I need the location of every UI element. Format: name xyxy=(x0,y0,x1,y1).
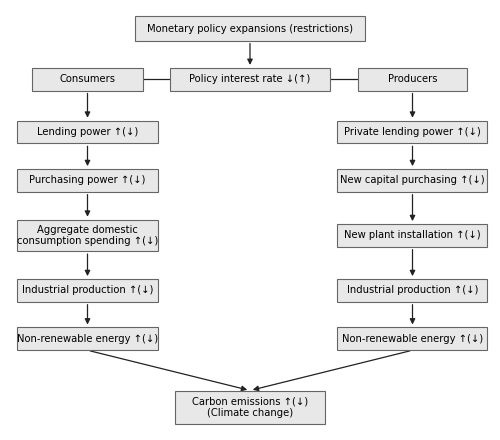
FancyBboxPatch shape xyxy=(18,327,158,350)
Text: Carbon emissions ↑(↓)
(Climate change): Carbon emissions ↑(↓) (Climate change) xyxy=(192,396,308,418)
Text: Purchasing power ↑(↓): Purchasing power ↑(↓) xyxy=(30,176,146,185)
Text: Monetary policy expansions (restrictions): Monetary policy expansions (restrictions… xyxy=(147,24,353,33)
FancyBboxPatch shape xyxy=(18,279,158,302)
Text: New capital purchasing ↑(↓): New capital purchasing ↑(↓) xyxy=(340,176,485,185)
FancyBboxPatch shape xyxy=(135,16,365,40)
FancyBboxPatch shape xyxy=(338,224,488,247)
FancyBboxPatch shape xyxy=(338,327,488,350)
Text: Non-renewable energy ↑(↓): Non-renewable energy ↑(↓) xyxy=(342,334,483,344)
FancyBboxPatch shape xyxy=(170,68,330,91)
FancyBboxPatch shape xyxy=(358,68,468,91)
FancyBboxPatch shape xyxy=(338,169,488,192)
Text: Lending power ↑(↓): Lending power ↑(↓) xyxy=(37,127,138,137)
Text: Aggregate domestic
consumption spending ↑(↓): Aggregate domestic consumption spending … xyxy=(17,224,158,246)
Text: Private lending power ↑(↓): Private lending power ↑(↓) xyxy=(344,127,481,137)
FancyBboxPatch shape xyxy=(338,121,488,143)
FancyBboxPatch shape xyxy=(18,220,158,251)
Text: Policy interest rate ↓(↑): Policy interest rate ↓(↑) xyxy=(190,74,310,84)
Text: Producers: Producers xyxy=(388,74,437,84)
Text: Consumers: Consumers xyxy=(60,74,116,84)
FancyBboxPatch shape xyxy=(18,121,158,143)
Text: New plant installation ↑(↓): New plant installation ↑(↓) xyxy=(344,231,481,240)
Text: Industrial production ↑(↓): Industrial production ↑(↓) xyxy=(347,286,478,295)
FancyBboxPatch shape xyxy=(32,68,142,91)
Text: Industrial production ↑(↓): Industrial production ↑(↓) xyxy=(22,286,153,295)
FancyBboxPatch shape xyxy=(18,169,158,192)
FancyBboxPatch shape xyxy=(338,279,488,302)
FancyBboxPatch shape xyxy=(175,391,325,423)
Text: Non-renewable energy ↑(↓): Non-renewable energy ↑(↓) xyxy=(17,334,158,344)
